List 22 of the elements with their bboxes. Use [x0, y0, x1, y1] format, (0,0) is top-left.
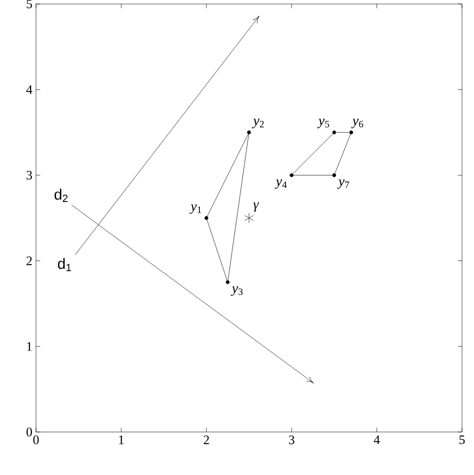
x-tick-label: 3	[288, 436, 294, 444]
annotation: y$_{2}$	[252, 118, 264, 128]
x-tick-label: 0	[33, 436, 39, 444]
x-tick-label: 5	[460, 436, 465, 444]
y-tick-label: 0	[26, 428, 32, 436]
x-tick-label: 1	[119, 436, 124, 444]
y-tick-label: 4	[26, 85, 32, 94]
annotation: d$_{2}$	[54, 188, 68, 202]
annotation: y$_{1}$	[189, 204, 202, 214]
y-tick-label: 3	[26, 170, 32, 180]
x-tick-label: 2	[204, 436, 209, 444]
x-tick-label: 4	[374, 436, 380, 444]
annotation: γ	[253, 202, 260, 212]
y-tick-label: 5	[26, 0, 32, 8]
annotation: y$_{4}$	[274, 179, 287, 189]
y-tick-label: 2	[26, 256, 32, 266]
annotation: d$_{1}$	[58, 258, 71, 272]
annotation: y$_{7}$	[337, 179, 350, 189]
y-tick-label: 1	[27, 342, 32, 351]
annotation: y$_{3}$	[230, 286, 243, 296]
annotation: y$_{5}$	[317, 118, 330, 128]
annotation: y$_{6}$	[351, 118, 364, 128]
